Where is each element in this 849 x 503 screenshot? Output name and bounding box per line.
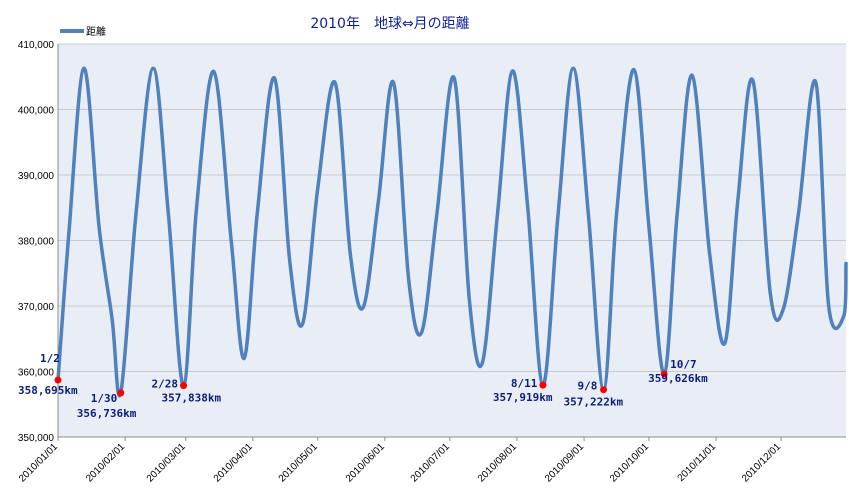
annotation-date: 2/28 [152, 378, 179, 391]
perigee-markers [54, 370, 668, 397]
y-tick-label: 350,000 [18, 433, 55, 444]
annotation-value: 357,919km [493, 391, 553, 404]
annotation-value: 357,222km [564, 396, 624, 409]
perigee-marker [180, 382, 188, 390]
perigee-marker [660, 370, 668, 378]
legend: 距離 [60, 25, 106, 38]
annotation-date: 1/30 [91, 392, 118, 405]
annotation-date: 9/8 [578, 380, 598, 393]
perigee-marker [539, 381, 547, 389]
y-tick-label: 390,000 [18, 171, 55, 182]
y-tick-label: 410,000 [18, 40, 55, 51]
annotation-value: 357,838km [162, 392, 222, 405]
y-tick-label: 370,000 [18, 302, 55, 313]
legend-label: 距離 [86, 25, 106, 38]
chart-title: 2010年 地球⇔月の距離 [310, 15, 469, 32]
perigee-marker [117, 389, 125, 397]
annotation-value: 358,695km [18, 384, 78, 397]
y-tick-label: 360,000 [18, 368, 55, 379]
annotation-date: 1/2 [40, 352, 60, 365]
y-tick-label: 400,000 [18, 106, 55, 117]
annotation-value: 359,626km [648, 372, 708, 385]
perigee-marker [54, 376, 62, 384]
perigee-marker [600, 386, 608, 394]
annotation-date: 10/7 [670, 358, 697, 371]
annotation-date: 8/11 [511, 377, 538, 390]
y-tick-label: 380,000 [18, 237, 55, 248]
annotation-value: 356,736km [77, 407, 137, 420]
